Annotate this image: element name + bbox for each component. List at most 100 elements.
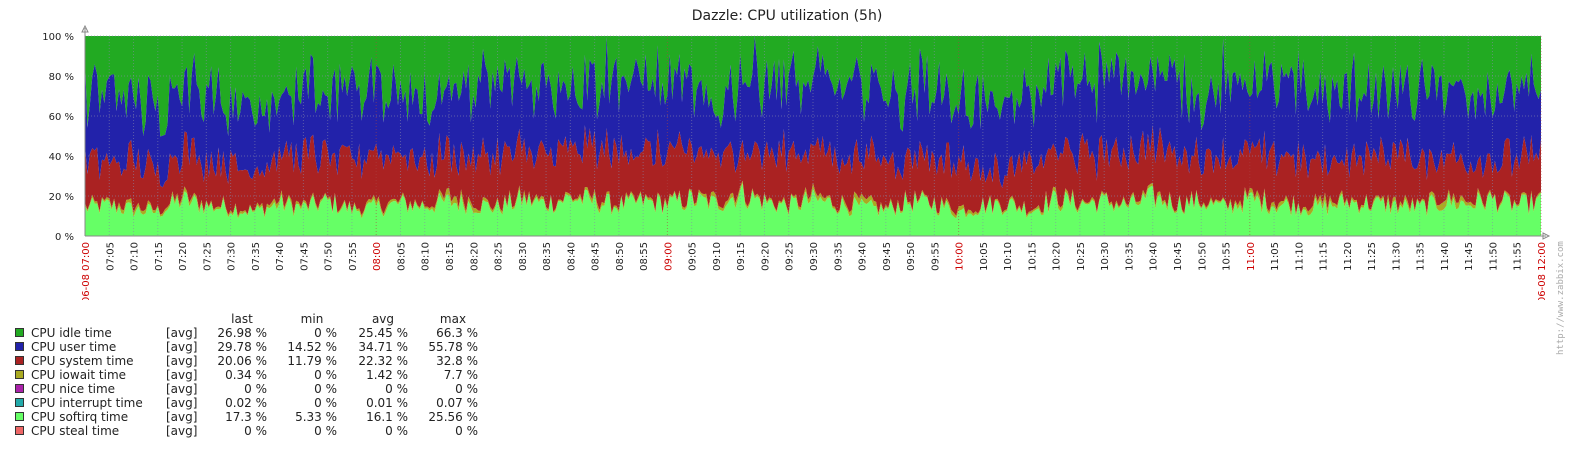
x-tick-label: 09:45: [882, 242, 893, 271]
legend-last: 0 %: [244, 382, 267, 396]
legend-last: 0.34 %: [225, 368, 267, 382]
x-tick-label: 10:45: [1173, 242, 1184, 271]
x-tick-label: 09:15: [736, 242, 747, 271]
x-tick-label: 08:15: [445, 242, 456, 271]
legend-last: 29.78 %: [217, 340, 267, 354]
legend-avg: 25.45 %: [358, 326, 408, 340]
legend-swatch: [15, 426, 24, 435]
x-tick-label: 11:10: [1294, 242, 1305, 271]
x-tick-label: 07:35: [251, 242, 262, 271]
legend-max: 66.3 %: [436, 326, 478, 340]
legend-min: 14.52 %: [287, 340, 337, 354]
legend-last: 0.02 %: [225, 396, 267, 410]
series-area-iowait-time: [85, 180, 1541, 219]
y-tick-label: 100 %: [42, 32, 74, 43]
legend-swatch: [15, 356, 24, 365]
legend-header-min: min: [300, 312, 324, 326]
x-tick-label: 08:35: [542, 242, 553, 271]
y-tick-label: 60 %: [49, 112, 74, 123]
x-tick-label: 11:50: [1488, 242, 1499, 271]
legend-avg: 0 %: [385, 424, 408, 438]
legend-swatch: [15, 370, 24, 379]
legend-function: [avg]: [166, 340, 198, 354]
legend-max: 25.56 %: [428, 410, 478, 424]
x-tick-label: 08:25: [494, 242, 505, 271]
x-tick-label: 07:20: [178, 242, 189, 271]
x-tick-label: 09:05: [688, 242, 699, 271]
legend-series-name: CPU nice time: [31, 382, 116, 396]
x-tick-label: 08:30: [518, 242, 529, 271]
x-tick-label-hour: 09:00: [663, 242, 674, 271]
x-tick-label: 07:30: [227, 242, 238, 271]
legend-series-name: CPU iowait time: [31, 368, 127, 382]
x-tick-label: 09:25: [785, 242, 796, 271]
legend-avg: 34.71 %: [358, 340, 408, 354]
legend-swatch: [15, 328, 24, 337]
x-tick-label-end: 06-08 12:00: [1537, 242, 1548, 300]
legend-avg: 0 %: [385, 382, 408, 396]
legend-max: 55.78 %: [428, 340, 478, 354]
x-tick-label: 07:25: [202, 242, 213, 271]
x-tick-label: 09:10: [712, 242, 723, 271]
x-tick-label: 10:15: [1027, 242, 1038, 271]
x-tick-label: 10:35: [1124, 242, 1135, 271]
legend-series-name: CPU interrupt time: [31, 396, 143, 410]
x-tick-label: 10:20: [1052, 242, 1063, 271]
legend-function: [avg]: [166, 368, 198, 382]
x-tick-label: 08:40: [566, 242, 577, 271]
x-tick-label: 07:10: [130, 242, 141, 271]
legend-header-max: max: [439, 312, 467, 326]
legend-avg: 0.01 %: [366, 396, 408, 410]
legend-series-name: CPU system time: [31, 354, 134, 368]
x-tick-label: 10:10: [1003, 242, 1014, 271]
y-tick-label: 0 %: [55, 232, 74, 243]
x-tick-label: 09:50: [906, 242, 917, 271]
x-tick-label: 11:35: [1416, 242, 1427, 271]
legend-min: 5.33 %: [295, 410, 337, 424]
x-tick-label: 10:50: [1197, 242, 1208, 271]
legend-last: 0 %: [244, 424, 267, 438]
x-tick-label: 10:40: [1149, 242, 1160, 271]
x-tick-label: 09:20: [760, 242, 771, 271]
zabbix-watermark: http://www.zabbix.com: [1556, 241, 1566, 355]
legend-swatch: [15, 342, 24, 351]
x-tick-label: 11:15: [1319, 242, 1330, 271]
legend-last: 26.98 %: [217, 326, 267, 340]
x-tick-label: 07:15: [154, 242, 165, 271]
x-tick-label: 07:05: [105, 242, 116, 271]
x-tick-label: 09:30: [809, 242, 820, 271]
legend-function: [avg]: [166, 382, 198, 396]
x-tick-label: 11:55: [1513, 242, 1524, 271]
x-tick-label: 11:20: [1343, 242, 1354, 271]
series-area-idle: [85, 36, 1541, 137]
legend-header-last: last: [231, 312, 253, 326]
legend-function: [avg]: [166, 396, 198, 410]
legend-min: 0 %: [314, 396, 337, 410]
x-tick-label: 11:40: [1440, 242, 1451, 271]
x-tick-label: 11:45: [1464, 242, 1475, 271]
x-tick-label: 08:45: [591, 242, 602, 271]
legend-function: [avg]: [166, 354, 198, 368]
x-tick-label: 11:05: [1270, 242, 1281, 271]
legend-function: [avg]: [166, 410, 198, 424]
legend-header-avg: avg: [371, 312, 395, 326]
legend-min: 0 %: [314, 326, 337, 340]
x-tick-label: 08:05: [396, 242, 407, 271]
x-tick-label: 07:40: [275, 242, 286, 271]
legend-function: [avg]: [166, 424, 198, 438]
legend-min: 11.79 %: [287, 354, 337, 368]
y-tick-label: 80 %: [49, 72, 74, 83]
legend-last: 17.3 %: [225, 410, 267, 424]
x-tick-label: 08:55: [639, 242, 650, 271]
x-tick-label: 10:05: [979, 242, 990, 271]
x-tick-label-hour: 10:00: [955, 242, 966, 271]
x-tick-label: 07:50: [324, 242, 335, 271]
legend-swatch: [15, 384, 24, 393]
x-tick-label-start: 06-08 07:00: [81, 242, 92, 300]
legend-avg: 22.32 %: [358, 354, 408, 368]
legend-function: [avg]: [166, 326, 198, 340]
x-tick-label: 10:55: [1222, 242, 1233, 271]
legend-series-name: CPU idle time: [31, 326, 112, 340]
x-tick-label: 08:20: [469, 242, 480, 271]
legend-max: 0 %: [455, 382, 478, 396]
